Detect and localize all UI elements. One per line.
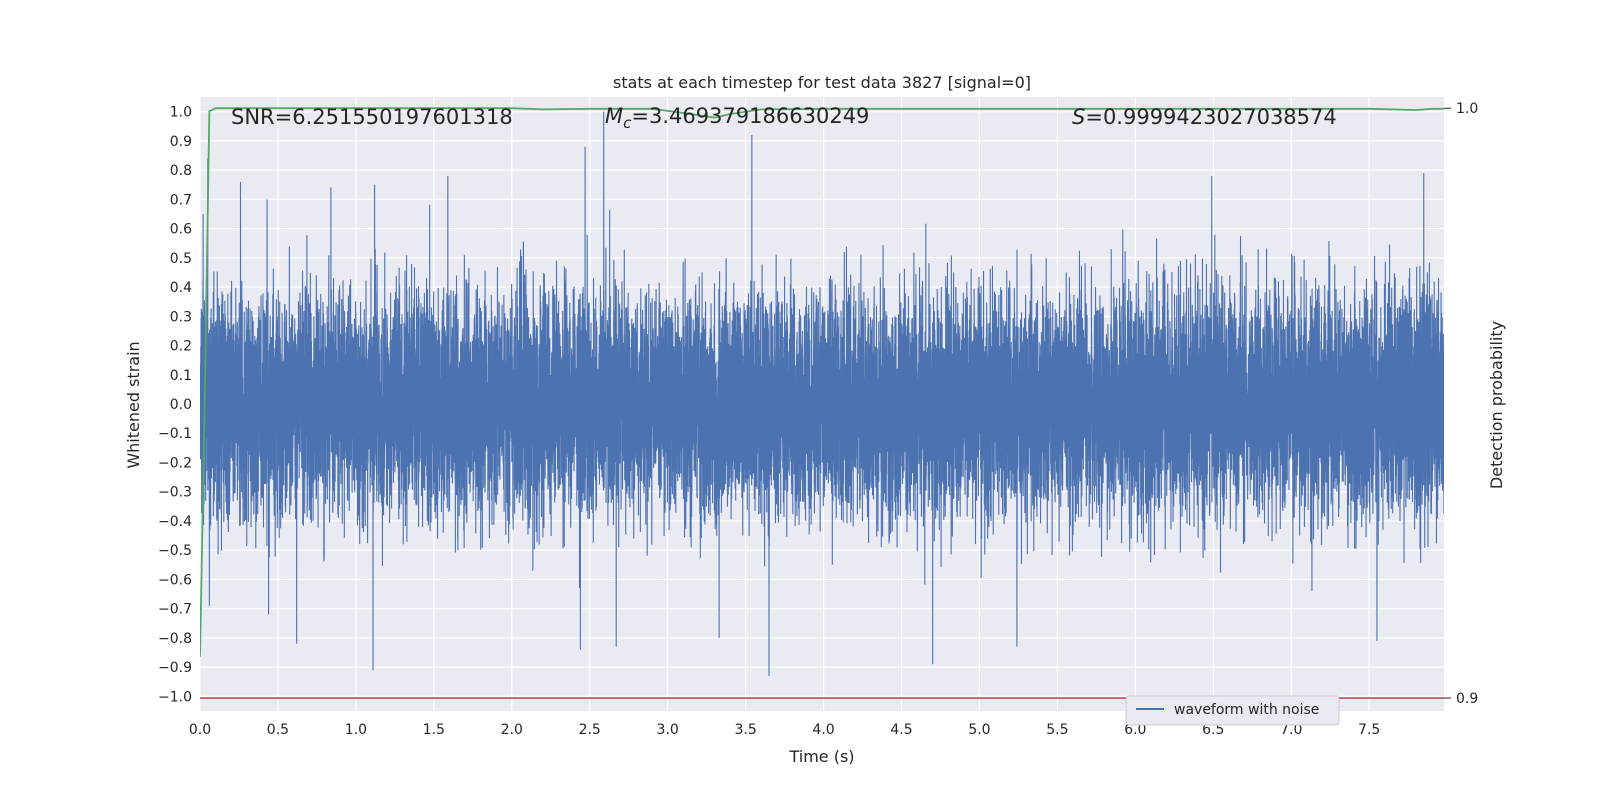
- legend: waveform with noise: [1125, 695, 1340, 726]
- y-tick-label: −0.8: [158, 631, 192, 647]
- x-tick-label: 5.0: [968, 722, 990, 738]
- y-axis-label: Whitened strain: [124, 341, 143, 468]
- series-waveform-with-noise: [200, 111, 1444, 676]
- y-tick-label: 0.0: [170, 397, 192, 413]
- x-tick-label: 3.0: [657, 722, 679, 738]
- chart-title: stats at each timestep for test data 382…: [613, 73, 1031, 92]
- y-tick-label: −0.6: [158, 572, 192, 588]
- x-tick-label: 6.5: [1202, 722, 1224, 738]
- chirp-mass-annotation: Mc=3.469379186630249: [605, 104, 869, 132]
- y2-axis-ticks: 1.0 0.9: [1444, 101, 1478, 707]
- score-annotation: S=0.9999423027038574: [1072, 105, 1337, 129]
- y-tick-label: −0.2: [158, 455, 192, 471]
- y-axis-ticks: 1.0 0.9 0.8 0.7 0.6 0.5 0.4 0.3 0.2 0.1 0.0 −0.1 −0.…: [158, 105, 192, 706]
- y-tick-label: 0.9: [170, 134, 192, 150]
- x-tick-label: 4.0: [812, 722, 834, 738]
- x-tick-label: 2.5: [579, 722, 601, 738]
- x-tick-label: 5.5: [1046, 722, 1068, 738]
- x-tick-label: 6.0: [1124, 722, 1146, 738]
- score-value: =0.9999423027038574: [1085, 105, 1336, 129]
- x-tick-label: 3.5: [734, 722, 756, 738]
- y-tick-label: 0.8: [170, 163, 192, 179]
- y-tick-label: 0.7: [170, 192, 192, 208]
- x-tick-label: 1.5: [423, 722, 445, 738]
- y2-tick-label: 0.9: [1456, 691, 1478, 707]
- x-tick-label: 0.5: [267, 722, 289, 738]
- x-tick-label: 7.5: [1358, 722, 1380, 738]
- snr-annotation: SNR=6.251550197601318: [231, 105, 513, 129]
- x-tick-label: 4.5: [890, 722, 912, 738]
- y-tick-label: 1.0: [170, 105, 192, 121]
- y-tick-label: −0.7: [158, 602, 192, 618]
- y-tick-label: 0.6: [170, 222, 192, 238]
- series-detection-probability: [200, 107, 1444, 657]
- x-tick-label: 1.0: [345, 722, 367, 738]
- x-tick-label: 0.0: [189, 722, 211, 738]
- x-axis-ticks: 0.0 0.5 1.0 1.5 2.0 2.5 3.0 3.5 4.0 4.5 5.0 5.5 6.0 6…: [189, 722, 1380, 738]
- legend-box: [1125, 695, 1340, 726]
- y-tick-label: 0.2: [170, 339, 192, 355]
- chirp-mass-subscript: c: [623, 114, 632, 132]
- score-symbol: S: [1072, 105, 1085, 129]
- x-tick-label: 2.0: [501, 722, 523, 738]
- y-tick-label: −0.3: [158, 485, 192, 501]
- legend-label: waveform with noise: [1174, 702, 1319, 718]
- y-tick-label: −0.9: [158, 660, 192, 676]
- y2-axis-label: Detection probability: [1487, 321, 1506, 489]
- y-tick-label: −0.5: [158, 543, 192, 559]
- y-tick-label: 0.5: [170, 251, 192, 267]
- x-axis-label: Time (s): [788, 747, 854, 766]
- y2-tick-label: 1.0: [1456, 101, 1478, 117]
- y-tick-label: −1.0: [158, 689, 192, 705]
- y-tick-label: −0.1: [158, 426, 192, 442]
- y-tick-label: −0.4: [158, 514, 192, 530]
- chirp-mass-value: =3.469379186630249: [631, 104, 869, 128]
- y-tick-label: 0.3: [170, 309, 192, 325]
- y-tick-label: 0.1: [170, 368, 192, 384]
- x-tick-label: 7.0: [1280, 722, 1302, 738]
- y-tick-label: 0.4: [170, 280, 192, 296]
- chirp-mass-symbol: M: [605, 104, 623, 128]
